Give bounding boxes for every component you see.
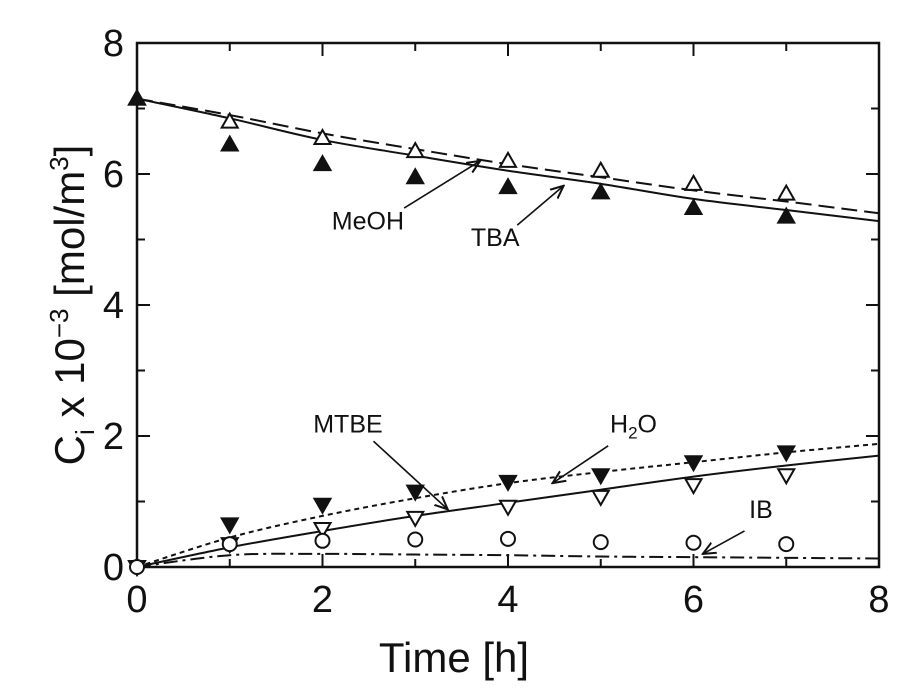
annotation-meoh-arrow bbox=[403, 161, 480, 209]
x-tick-label: 0 bbox=[126, 579, 147, 621]
y-tick-label: 0 bbox=[103, 547, 124, 589]
point-mtbe bbox=[405, 510, 425, 528]
point-tba bbox=[498, 177, 518, 195]
x-tick-label: 8 bbox=[868, 579, 889, 621]
point-ib bbox=[592, 534, 609, 551]
x-tick-label: 4 bbox=[497, 579, 518, 621]
fit-line-tba bbox=[136, 97, 880, 223]
x-tick-label: 6 bbox=[683, 579, 704, 621]
point-mtbe bbox=[312, 522, 333, 540]
annotation-mtbe-arrow bbox=[372, 440, 448, 509]
point-h-o bbox=[312, 497, 333, 515]
point-h-o bbox=[220, 517, 240, 535]
point-mtbe bbox=[683, 478, 704, 496]
annotation-mtbe: MTBE bbox=[313, 411, 382, 439]
point-mtbe bbox=[498, 499, 518, 517]
point-h-o bbox=[405, 484, 425, 502]
y-tick-label: 2 bbox=[103, 416, 124, 458]
point-tba bbox=[127, 88, 147, 106]
point-meoh bbox=[776, 183, 796, 201]
tick-labels: 0 2 4 6 8 0 2 4 6 8 bbox=[103, 23, 890, 621]
point-h-o bbox=[776, 445, 796, 463]
point-h-o bbox=[591, 468, 611, 486]
x-tick-label: 2 bbox=[312, 579, 333, 621]
fit-line-ib bbox=[136, 552, 880, 568]
annotation-h2o-arrow bbox=[553, 445, 609, 483]
point-h-o bbox=[498, 474, 518, 492]
point-meoh bbox=[220, 111, 240, 129]
point-tba bbox=[312, 154, 333, 172]
axis-ticks bbox=[136, 42, 880, 568]
annotation-tba: TBA bbox=[471, 224, 520, 252]
x-axis-title: Time [h] bbox=[379, 634, 529, 681]
point-mtbe bbox=[776, 468, 796, 486]
point-meoh bbox=[683, 173, 704, 191]
data-points bbox=[127, 88, 796, 578]
annotations: MeOH TBA MTBE H2O IB bbox=[313, 161, 773, 554]
point-meoh bbox=[312, 127, 333, 145]
point-meoh bbox=[405, 141, 425, 159]
y-tick-label: 6 bbox=[103, 154, 124, 196]
annotation-h2o: H2O bbox=[610, 411, 657, 443]
point-mtbe bbox=[591, 489, 611, 507]
point-tba bbox=[776, 206, 796, 224]
point-ib bbox=[129, 559, 145, 575]
point-tba bbox=[591, 182, 611, 200]
point-tba bbox=[683, 198, 704, 216]
point-tba bbox=[405, 167, 425, 185]
point-tba bbox=[220, 134, 240, 152]
y-tick-label: 4 bbox=[103, 285, 124, 327]
point-meoh bbox=[591, 160, 611, 178]
annotation-meoh: MeOH bbox=[332, 208, 404, 236]
point-meoh bbox=[498, 150, 518, 168]
annotation-tba-arrow bbox=[516, 186, 563, 226]
point-ib bbox=[407, 531, 424, 548]
annotation-ib-arrow bbox=[703, 530, 745, 554]
point-ib bbox=[685, 534, 702, 551]
annotation-ib: IB bbox=[749, 496, 773, 524]
point-h-o bbox=[683, 455, 704, 473]
y-axis-title: Ci x 10−3 [mol/m3] bbox=[44, 145, 100, 466]
point-ib bbox=[314, 532, 331, 549]
point-ib bbox=[500, 530, 516, 547]
point-ib bbox=[221, 536, 238, 553]
point-ib bbox=[778, 536, 795, 553]
y-tick-label: 8 bbox=[103, 23, 124, 65]
